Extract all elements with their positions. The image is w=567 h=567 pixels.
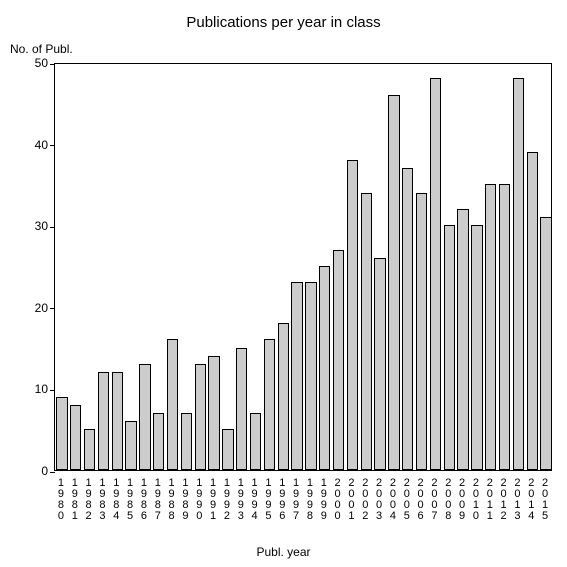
x-tick-label: 2010 [470,478,482,522]
x-tick-label: 2001 [345,478,357,522]
bar [527,152,538,470]
bar [195,364,206,470]
bar [319,266,330,470]
chart-title: Publications per year in class [0,14,567,31]
x-tick-label: 2000 [332,478,344,522]
bar [264,339,275,470]
x-tick-label: 2013 [511,478,523,522]
y-tick [50,308,55,309]
bar [125,421,136,470]
y-tick-label: 20 [26,301,48,315]
x-tick-label: 1980 [55,478,67,522]
x-tick-label: 1986 [138,478,150,522]
x-tick-label: 1992 [221,478,233,522]
bar [388,95,399,470]
bar [513,78,524,470]
x-tick-label: 1997 [290,478,302,522]
x-tick-label: 1985 [124,478,136,522]
bar [112,372,123,470]
y-tick-label: 30 [26,219,48,233]
x-tick-label: 1994 [249,478,261,522]
bar [250,413,261,470]
x-tick-label: 1988 [166,478,178,522]
bar [98,372,109,470]
bar [374,258,385,470]
bar [485,184,496,470]
x-tick-label: 2012 [498,478,510,522]
bar [444,225,455,470]
bar [153,413,164,470]
x-tick-label: 2004 [387,478,399,522]
x-tick-label: 2015 [539,478,551,522]
y-tick [50,472,55,473]
bar [167,339,178,470]
x-tick-label: 1981 [69,478,81,522]
x-tick-label: 2014 [525,478,537,522]
x-tick-label: 1989 [179,478,191,522]
bar [471,225,482,470]
x-tick-label: 2008 [442,478,454,522]
y-tick-label: 0 [26,464,48,478]
x-tick-label: 1991 [207,478,219,522]
bar [416,193,427,470]
bar [236,348,247,470]
x-tick-label: 1993 [235,478,247,522]
bar [56,397,67,470]
x-tick-label: 2006 [415,478,427,522]
y-tick [50,145,55,146]
y-axis-label: No. of Publ. [10,42,73,56]
bar [499,184,510,470]
x-tick-label: 1987 [152,478,164,522]
bar [278,323,289,470]
bar [139,364,150,470]
x-tick-label: 2002 [359,478,371,522]
x-tick-label: 1983 [96,478,108,522]
bar [430,78,441,470]
x-tick-label: 1998 [304,478,316,522]
y-tick-label: 50 [26,56,48,70]
y-tick [50,390,55,391]
bar [222,429,233,470]
bar [333,250,344,470]
chart-container: Publications per year in class No. of Pu… [0,0,567,567]
x-tick-label: 2011 [484,478,496,522]
bar [347,160,358,470]
bar [208,356,219,470]
bar [70,405,81,470]
x-tick-label: 2003 [373,478,385,522]
bar [402,168,413,470]
bar [540,217,551,470]
x-tick-label: 1984 [110,478,122,522]
y-tick [50,227,55,228]
y-tick-label: 40 [26,138,48,152]
bar [181,413,192,470]
y-tick-label: 10 [26,382,48,396]
x-axis-label: Publ. year [0,545,567,559]
x-tick-label: 2009 [456,478,468,522]
y-tick [50,64,55,65]
x-tick-label: 2007 [428,478,440,522]
x-tick-label: 1996 [276,478,288,522]
x-tick-label: 1999 [318,478,330,522]
bar [84,429,95,470]
plot-area [54,63,552,471]
bar [361,193,372,470]
x-tick-label: 1982 [83,478,95,522]
x-tick-label: 2005 [401,478,413,522]
bar [457,209,468,470]
x-tick-label: 1995 [262,478,274,522]
bar [291,282,302,470]
x-tick-label: 1990 [193,478,205,522]
bar [305,282,316,470]
